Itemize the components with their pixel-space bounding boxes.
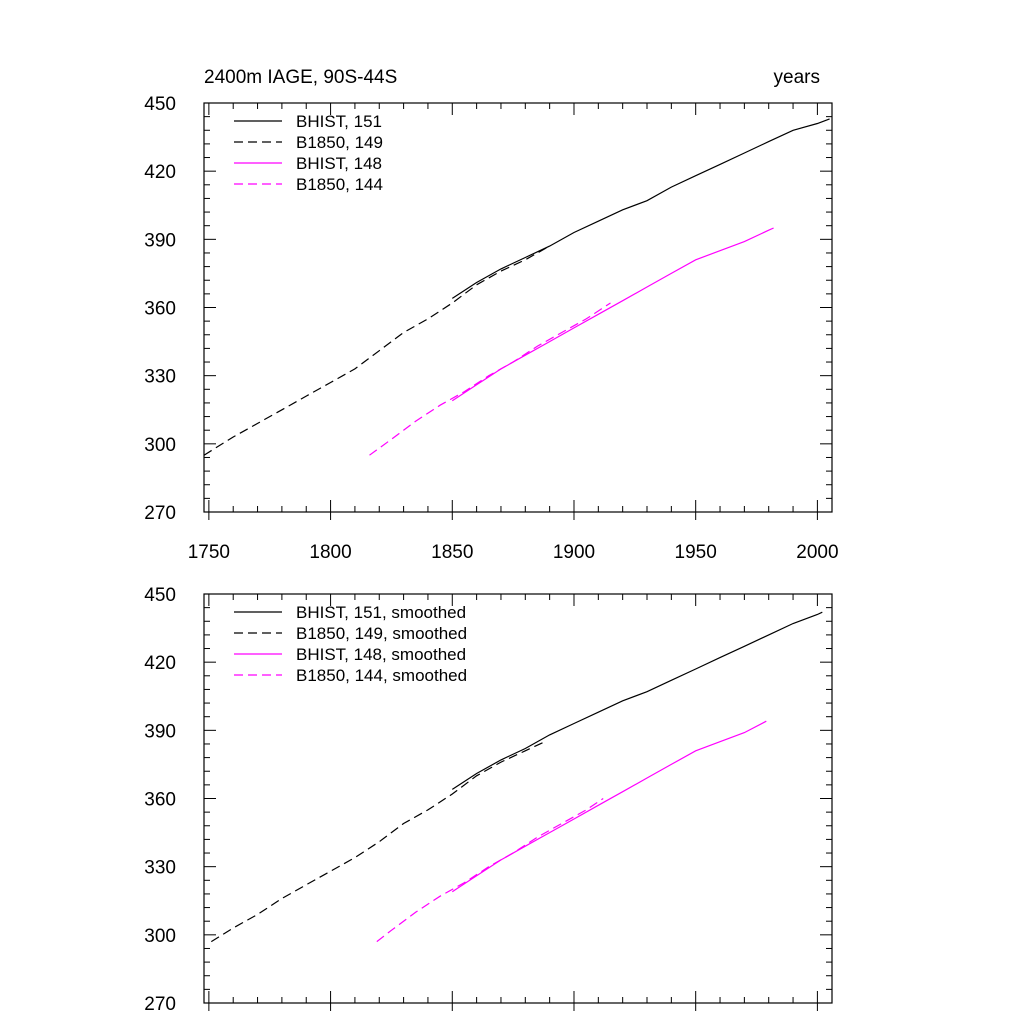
series-line [210, 741, 546, 943]
legend-label: B1850, 144 [296, 175, 383, 194]
chart-title-left: 2400m IAGE, 90S-44S [204, 67, 397, 88]
series-line [451, 720, 767, 893]
y-tick-label: 420 [144, 162, 176, 183]
y-tick-label: 390 [144, 721, 176, 742]
y-tick-label: 420 [144, 653, 176, 674]
series-line [203, 245, 550, 456]
x-tick-label: 1800 [309, 542, 351, 563]
y-tick-label: 450 [144, 94, 176, 115]
legend-label: BHIST, 151 [296, 112, 382, 131]
series-line [376, 798, 604, 943]
series-line [451, 227, 774, 402]
x-tick-label: 1850 [431, 542, 473, 563]
y-tick-label: 300 [144, 926, 176, 947]
x-tick-label: 1950 [675, 542, 717, 563]
series-line [369, 302, 611, 456]
y-tick-label: 360 [144, 790, 176, 811]
legend-label: BHIST, 148, smoothed [296, 645, 466, 664]
legend-label: BHIST, 148 [296, 154, 382, 173]
series-line [451, 611, 823, 790]
legend-label: B1850, 149 [296, 133, 383, 152]
legend-label: B1850, 144, smoothed [296, 666, 467, 685]
y-tick-label: 390 [144, 230, 176, 251]
y-tick-label: 450 [144, 585, 176, 606]
y-tick-label: 330 [144, 367, 176, 388]
y-tick-label: 270 [144, 994, 176, 1015]
top-panel: 270 300 330 360 390 420 450 1750 1800 1850 1900 195… [144, 94, 838, 563]
y-tick-label: 300 [144, 435, 176, 456]
x-tick-label: 1750 [188, 542, 230, 563]
bottom-panel: 270 300 330 360 390 420 450 BHIST, 151, smoothe… [144, 585, 833, 1015]
series-line [451, 118, 830, 299]
y-tick-label: 270 [144, 503, 176, 524]
x-tick-label: 2000 [796, 542, 838, 563]
legend-label: B1850, 149, smoothed [296, 624, 467, 643]
chart-title-right: years [774, 67, 820, 88]
legend-label: BHIST, 151, smoothed [296, 603, 466, 622]
x-tick-label: 1900 [553, 542, 595, 563]
y-tick-label: 330 [144, 858, 176, 879]
y-tick-label: 360 [144, 299, 176, 320]
